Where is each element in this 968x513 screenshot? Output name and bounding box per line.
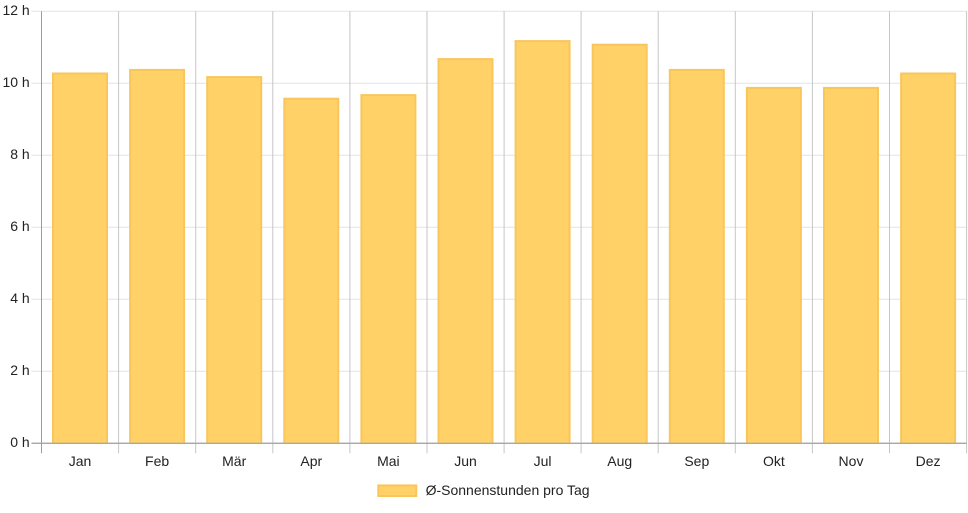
svg-text:Feb: Feb [145,453,169,469]
svg-text:Jan: Jan [69,453,92,469]
svg-text:Ø-Sonnenstunden pro Tag: Ø-Sonnenstunden pro Tag [426,482,590,498]
svg-text:Sep: Sep [684,453,709,469]
svg-text:Mai: Mai [377,453,400,469]
svg-text:6 h: 6 h [10,218,29,234]
svg-text:Jul: Jul [534,453,552,469]
svg-text:0 h: 0 h [10,434,29,450]
svg-text:10 h: 10 h [2,74,29,90]
svg-text:Dez: Dez [916,453,941,469]
svg-text:Mär: Mär [222,453,246,469]
svg-text:Nov: Nov [839,453,864,469]
svg-text:Jun: Jun [454,453,477,469]
svg-text:Aug: Aug [607,453,632,469]
svg-text:Okt: Okt [763,453,785,469]
svg-text:4 h: 4 h [10,290,29,306]
svg-text:Apr: Apr [300,453,322,469]
svg-text:8 h: 8 h [10,146,29,162]
svg-text:12 h: 12 h [2,2,29,18]
svg-text:2 h: 2 h [10,362,29,378]
